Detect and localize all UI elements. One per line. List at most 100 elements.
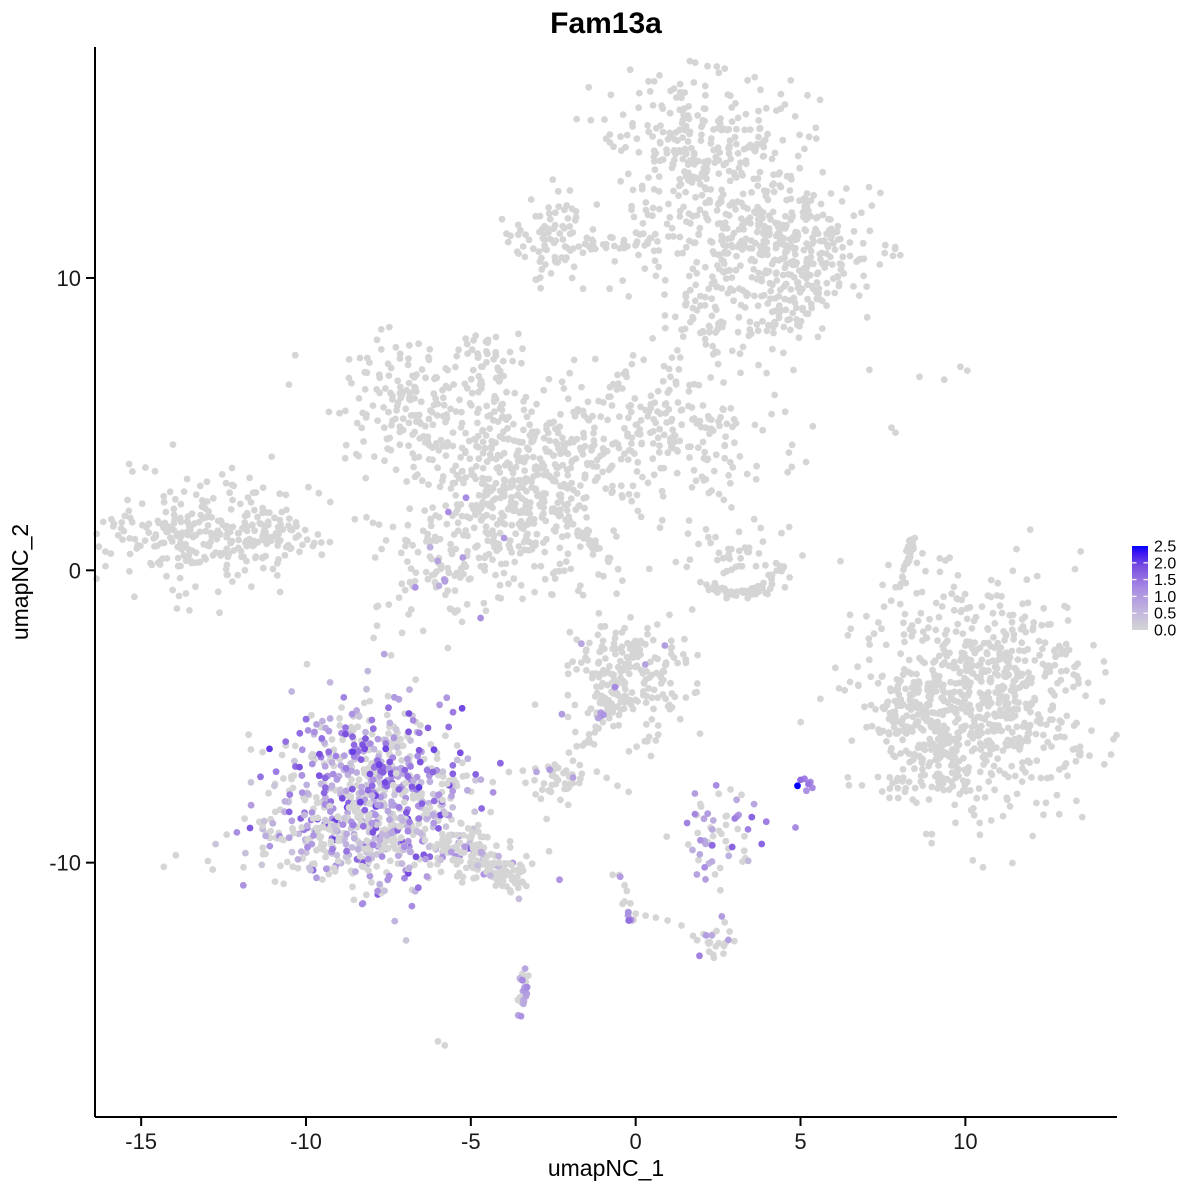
cell-point [905,656,913,664]
cell-point [617,455,625,463]
cell-point [996,767,1003,774]
cell-point [418,366,426,373]
cell-point [890,724,898,731]
cell-point [387,389,394,397]
cell-point [380,424,388,432]
cell-point [384,692,392,700]
cell-point [405,442,412,450]
cell-point [795,334,803,342]
cell-point [239,881,247,889]
cell-point [515,250,522,257]
cell-point [261,525,269,533]
cell-point [493,842,500,850]
cell-point [900,566,907,573]
cell-point [952,705,959,712]
cell-point [243,557,250,565]
cell-point [478,515,486,523]
cell-point [486,411,494,419]
cell-point [674,137,681,145]
cell-point [506,537,514,544]
cell-point [299,541,306,549]
cell-point [99,518,107,526]
cell-point [333,851,341,859]
cell-point [125,568,133,575]
cell-point [963,605,971,612]
cell-point [471,436,479,444]
cell-point [673,469,681,477]
cell-point [624,430,631,438]
cell-point [395,594,403,601]
cell-point [625,788,633,796]
cell-point [1072,757,1080,765]
cell-point [529,245,537,253]
cell-point [361,386,369,393]
cell-point [608,402,616,409]
cell-point [363,354,371,362]
cell-point [970,811,978,819]
cell-point [468,402,475,409]
cell-point [987,817,995,824]
cell-point [773,269,780,276]
cell-point [233,829,241,836]
cell-point [812,135,820,142]
cell-point [627,408,635,416]
cell-point [569,658,576,666]
cell-point [791,259,799,267]
cell-point [327,808,334,815]
cell-point [640,356,648,364]
cell-point [707,374,715,381]
cell-point [269,565,277,573]
cell-point [569,774,577,781]
cell-point [235,536,243,544]
cell-point [424,575,432,583]
cell-point [369,841,377,849]
cell-point [257,773,264,781]
cell-point [874,679,882,687]
cell-point [702,341,710,348]
cell-point [610,242,618,250]
cell-point [451,587,459,595]
cell-point [668,415,676,423]
cell-point [700,454,708,462]
cell-point [592,670,599,678]
cell-point [426,778,434,786]
cell-point [650,686,658,694]
cell-point [670,187,677,195]
cell-point [855,292,863,299]
cell-point [409,717,417,724]
cell-point [138,500,146,508]
cell-point [940,593,947,601]
cell-point [663,833,671,840]
cell-point [173,605,181,612]
cell-point [391,836,399,844]
cell-point [626,696,634,704]
cell-point [515,543,523,550]
cell-point [963,367,971,374]
cell-point [935,762,942,769]
cell-point [679,155,687,163]
cell-point [639,691,647,699]
cell-point [532,539,540,547]
cell-point [500,534,508,542]
cell-point [182,590,190,597]
cell-point [786,187,794,194]
cell-point [1107,751,1115,758]
cell-point [964,691,972,699]
cell-point [901,638,908,646]
cell-point [1026,526,1034,533]
cell-point [437,436,445,444]
cell-point [709,342,716,350]
cell-point [1017,672,1025,680]
cell-point [356,840,364,847]
cell-point [467,375,475,383]
cell-point [243,540,251,547]
cell-point [564,691,572,699]
cell-point [575,779,583,787]
cell-point [1047,774,1055,781]
cell-point [651,166,659,174]
cell-point [965,703,972,711]
cell-point [332,752,340,760]
cell-point [976,644,984,652]
cell-point [169,441,177,448]
cell-point [273,534,281,541]
